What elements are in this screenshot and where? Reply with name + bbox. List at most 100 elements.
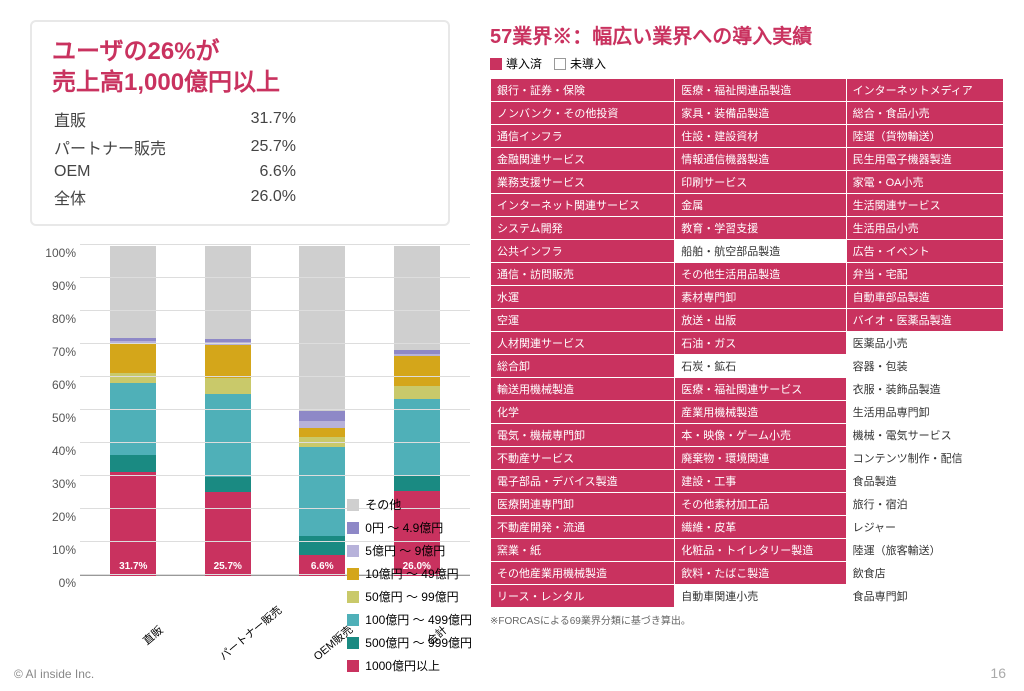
legend-swatch bbox=[347, 522, 359, 534]
industry-cell: レジャー bbox=[846, 516, 1003, 539]
headline-title: ユーザの26%が 売上高1,000億円以上 bbox=[52, 36, 428, 98]
industry-cell: 業務支援サービス bbox=[491, 171, 675, 194]
legend-label: 5億円 ～ 9億円 bbox=[365, 542, 445, 559]
legend-swatch bbox=[347, 499, 359, 511]
legend-swatch bbox=[347, 568, 359, 580]
bar-bottom-label: 31.7% bbox=[110, 561, 156, 572]
headline-stats: 直販31.7%パートナー販売25.7%OEM6.6%全体26.0% bbox=[52, 104, 298, 212]
industry-cell: その他生活用品製造 bbox=[675, 263, 846, 286]
industry-cell: インターネット関連サービス bbox=[491, 194, 675, 217]
y-tick: 90% bbox=[52, 279, 76, 293]
chart-segment bbox=[205, 378, 251, 395]
industry-cell: 産業用機械製造 bbox=[675, 401, 846, 424]
industry-cell: リース・レンタル bbox=[491, 585, 675, 608]
chart-segment bbox=[110, 373, 156, 383]
y-axis: 0%10%20%30%40%50%60%70%80%90%100% bbox=[30, 246, 80, 576]
industry-cell: 輸送用機械製造 bbox=[491, 378, 675, 401]
industry-cell: 生活用品専門卸 bbox=[846, 401, 1003, 424]
y-tick: 80% bbox=[52, 312, 76, 326]
chart-segment bbox=[205, 394, 251, 477]
chart-segment bbox=[299, 447, 345, 536]
industry-cell: 公共インフラ bbox=[491, 240, 675, 263]
industry-cell: 不動産サービス bbox=[491, 447, 675, 470]
industry-cell: 陸運（貨物輸送） bbox=[846, 125, 1003, 148]
y-tick: 40% bbox=[52, 444, 76, 458]
industry-cell: インターネットメディア bbox=[846, 79, 1003, 102]
legend-row: 0円 ～ 4.9億円 bbox=[347, 519, 472, 536]
industry-cell: 金融関連サービス bbox=[491, 148, 675, 171]
chart-segment bbox=[299, 246, 345, 411]
industry-cell: 医療・福祉関連品製造 bbox=[675, 79, 846, 102]
industry-cell: 衣服・装飾品製造 bbox=[846, 378, 1003, 401]
chart-segment bbox=[110, 246, 156, 338]
industry-cell: 広告・イベント bbox=[846, 240, 1003, 263]
chart-segment bbox=[299, 411, 345, 421]
legend-label: 500億円 ～ 999億円 bbox=[365, 634, 472, 651]
stat-label: 全体 bbox=[54, 184, 224, 210]
chart-legend: その他0円 ～ 4.9億円5億円 ～ 9億円10億円 ～ 49億円50億円 ～ … bbox=[347, 496, 472, 680]
industry-table: 銀行・証券・保険医療・福祉関連品製造インターネットメディアノンバンク・その他投資… bbox=[490, 78, 1004, 608]
y-tick: 100% bbox=[45, 246, 76, 260]
y-tick: 10% bbox=[52, 543, 76, 557]
chart-segment bbox=[394, 246, 440, 350]
chart-segment bbox=[110, 343, 156, 373]
chart-segment bbox=[299, 421, 345, 428]
industry-cell: 食品製造 bbox=[846, 470, 1003, 493]
industry-cell: 容器・包装 bbox=[846, 355, 1003, 378]
chart-segment bbox=[110, 383, 156, 456]
industry-cell: 旅行・宿泊 bbox=[846, 493, 1003, 516]
y-tick: 70% bbox=[52, 345, 76, 359]
industry-cell: 石油・ガス bbox=[675, 332, 846, 355]
headline-box: ユーザの26%が 売上高1,000億円以上 直販31.7%パートナー販売25.7… bbox=[30, 20, 450, 226]
industry-cell: 本・映像・ゲーム小売 bbox=[675, 424, 846, 447]
industry-cell: ノンバンク・その他投資 bbox=[491, 102, 675, 125]
industry-cell: 空運 bbox=[491, 309, 675, 332]
legend-label: その他 bbox=[365, 496, 401, 513]
industry-cell: コンテンツ制作・配信 bbox=[846, 447, 1003, 470]
x-label: パートナー販売 bbox=[216, 622, 262, 664]
industry-cell: 船舶・航空部品製造 bbox=[675, 240, 846, 263]
industry-cell: 電気・機械専門卸 bbox=[491, 424, 675, 447]
stat-value: 6.6% bbox=[226, 162, 296, 182]
industry-cell: 生活関連サービス bbox=[846, 194, 1003, 217]
chart-segment bbox=[394, 356, 440, 386]
stat-label: OEM bbox=[54, 162, 224, 182]
industry-cell: 人材関連サービス bbox=[491, 332, 675, 355]
chart-bar: 25.7% bbox=[205, 246, 251, 576]
legend-row: 100億円 ～ 499億円 bbox=[347, 611, 472, 628]
legend-swatch bbox=[347, 660, 359, 672]
legend-label-yes: 導入済 bbox=[506, 55, 542, 72]
industry-cell: 家電・OA小売 bbox=[846, 171, 1003, 194]
industry-cell: 水運 bbox=[491, 286, 675, 309]
legend-row: 10億円 ～ 49億円 bbox=[347, 565, 472, 582]
y-tick: 50% bbox=[52, 411, 76, 425]
legend-swatch-yes bbox=[490, 58, 502, 70]
industry-cell: 医療・福祉関連サービス bbox=[675, 378, 846, 401]
legend-label: 1000億円以上 bbox=[365, 657, 440, 674]
legend-row: 500億円 ～ 999億円 bbox=[347, 634, 472, 651]
industry-cell: 建設・工事 bbox=[675, 470, 846, 493]
industry-cell: 陸運（旅客輸送） bbox=[846, 539, 1003, 562]
industry-cell: 通信・訪問販売 bbox=[491, 263, 675, 286]
industry-cell: 窯業・紙 bbox=[491, 539, 675, 562]
legend-swatch bbox=[347, 614, 359, 626]
industry-cell: 繊維・皮革 bbox=[675, 516, 846, 539]
y-tick: 30% bbox=[52, 477, 76, 491]
stat-value: 31.7% bbox=[226, 106, 296, 132]
copyright: © AI inside Inc. bbox=[14, 667, 94, 681]
legend-label: 100億円 ～ 499億円 bbox=[365, 611, 472, 628]
stat-label: パートナー販売 bbox=[54, 134, 224, 160]
industry-cell: 食品専門卸 bbox=[846, 585, 1003, 608]
industry-cell: 不動産開発・流通 bbox=[491, 516, 675, 539]
bar-bottom-label: 6.6% bbox=[299, 561, 345, 572]
legend-swatch bbox=[347, 591, 359, 603]
chart-segment bbox=[205, 246, 251, 338]
legend-row: 5億円 ～ 9億円 bbox=[347, 542, 472, 559]
industry-cell: 印刷サービス bbox=[675, 171, 846, 194]
stat-value: 25.7% bbox=[226, 134, 296, 160]
industry-cell: 銀行・証券・保険 bbox=[491, 79, 675, 102]
industry-cell: 素材専門卸 bbox=[675, 286, 846, 309]
industry-cell: 家具・装備品製造 bbox=[675, 102, 846, 125]
industry-cell: 生活用品小売 bbox=[846, 217, 1003, 240]
legend-row: 1000億円以上 bbox=[347, 657, 472, 674]
